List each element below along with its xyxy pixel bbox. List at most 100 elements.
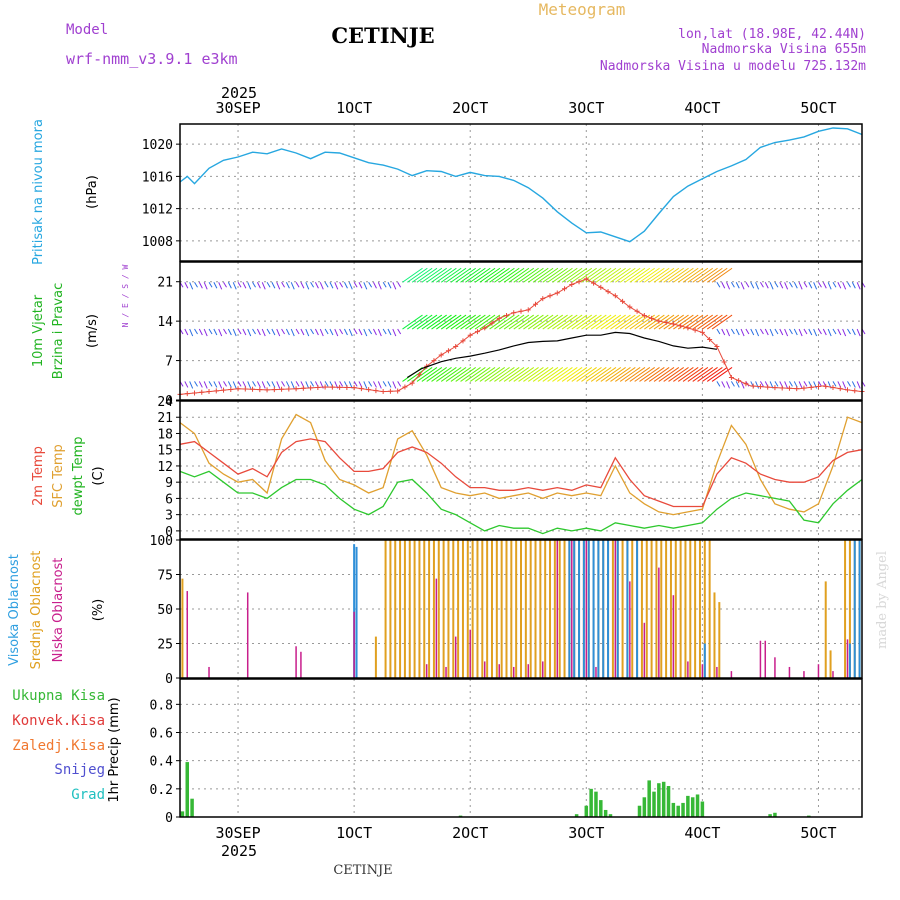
gust-marker <box>525 307 531 313</box>
time-label-top: 2OCT <box>452 99 488 117</box>
wind-barb <box>842 282 847 290</box>
wind-barb <box>586 367 607 382</box>
wind-barb <box>232 328 237 337</box>
gust-marker <box>779 385 785 391</box>
wind-barb <box>527 314 549 330</box>
wind-barb <box>503 267 525 283</box>
wind-barb <box>673 267 694 283</box>
gust-marker <box>322 384 328 390</box>
wind-barb <box>305 328 310 337</box>
y-tick-label: 24 <box>157 395 173 410</box>
dewpoint-line <box>179 470 863 535</box>
y-tick-label: 100 <box>150 534 173 549</box>
wind-barb <box>581 367 602 382</box>
wind-barb <box>837 328 842 336</box>
bar <box>703 540 706 678</box>
bar <box>701 664 704 678</box>
bar <box>486 540 489 678</box>
wind-barb <box>348 282 353 290</box>
gust-marker <box>721 359 727 365</box>
y-tick-label: 21 <box>157 411 173 426</box>
time-label-bottom: 5OCT <box>800 824 836 842</box>
gust-marker <box>250 386 256 392</box>
wind-barb <box>590 267 612 283</box>
wind-barb <box>634 367 655 382</box>
wind-barb <box>276 282 281 290</box>
bar <box>607 540 610 678</box>
wind-barb <box>440 367 462 382</box>
wind-barb <box>759 328 764 335</box>
wind-barb <box>295 328 300 335</box>
temp-2m-label: 2m Temp <box>31 446 46 506</box>
wind-barb <box>450 314 472 330</box>
wind-barb <box>784 328 789 337</box>
wind-barb <box>639 314 660 330</box>
high-cloud-label: Visoka Oblacnost <box>7 554 22 666</box>
y-tick-label: 0 <box>165 811 173 826</box>
wind-barb <box>677 267 699 283</box>
wind-barb <box>513 267 535 283</box>
wind-barb <box>624 314 646 330</box>
bar <box>389 540 392 678</box>
wind-barb <box>416 267 438 283</box>
bar <box>524 540 527 678</box>
wind-barb <box>198 328 203 336</box>
gust-marker <box>453 343 459 349</box>
wind-barb <box>411 267 433 283</box>
wind-barb <box>842 328 847 337</box>
wind-barb <box>571 314 593 330</box>
y-tick-label: 1016 <box>142 170 173 185</box>
wind-barb <box>576 367 597 382</box>
wind-barb <box>392 328 397 337</box>
gust-marker <box>598 284 604 290</box>
y-tick-label: 75 <box>157 569 173 584</box>
bar <box>597 540 600 678</box>
wind-barb <box>682 367 704 382</box>
wind-barb <box>527 367 549 382</box>
bar <box>495 540 498 678</box>
wind-barb <box>324 381 329 387</box>
y-tick-label: 1012 <box>142 203 173 218</box>
bar <box>658 567 660 678</box>
wind-barb <box>189 328 194 337</box>
wind-barb <box>590 367 612 382</box>
y-tick-label: 0.6 <box>150 727 173 742</box>
bar <box>527 664 530 678</box>
wind-barb <box>445 314 467 330</box>
wind-barb <box>223 328 227 335</box>
gust-marker <box>329 384 335 390</box>
wind-barb <box>605 314 626 330</box>
bar <box>457 540 460 678</box>
bar <box>631 540 634 678</box>
wind-barb <box>484 267 506 283</box>
wind-barb <box>566 267 588 283</box>
gust-marker <box>416 372 422 378</box>
bar <box>661 781 666 817</box>
wind-barb <box>305 381 310 389</box>
gust-marker <box>641 313 647 319</box>
bar <box>603 809 608 817</box>
wind-barb <box>803 282 808 288</box>
bar <box>621 540 624 678</box>
wind-barb <box>595 314 617 330</box>
wind-barb <box>242 381 247 388</box>
wind-barb <box>547 267 568 283</box>
wind-barb <box>856 328 861 337</box>
wind-barb <box>334 328 339 337</box>
gust-marker <box>772 385 778 391</box>
wind-barb <box>479 367 501 382</box>
wind-barb <box>822 282 827 289</box>
bar <box>708 540 711 678</box>
y-tick-label: 14 <box>157 315 173 330</box>
wind-barb <box>537 314 559 330</box>
wind-grid <box>180 262 862 401</box>
wind-barb <box>827 282 832 290</box>
gust-marker <box>300 385 306 391</box>
wind-barb <box>300 328 305 336</box>
gust-marker <box>373 388 379 394</box>
gust-marker <box>808 384 814 390</box>
gust-marker <box>228 386 234 392</box>
gust-marker <box>402 384 408 390</box>
bar <box>353 611 355 678</box>
wind-barb <box>363 328 368 337</box>
